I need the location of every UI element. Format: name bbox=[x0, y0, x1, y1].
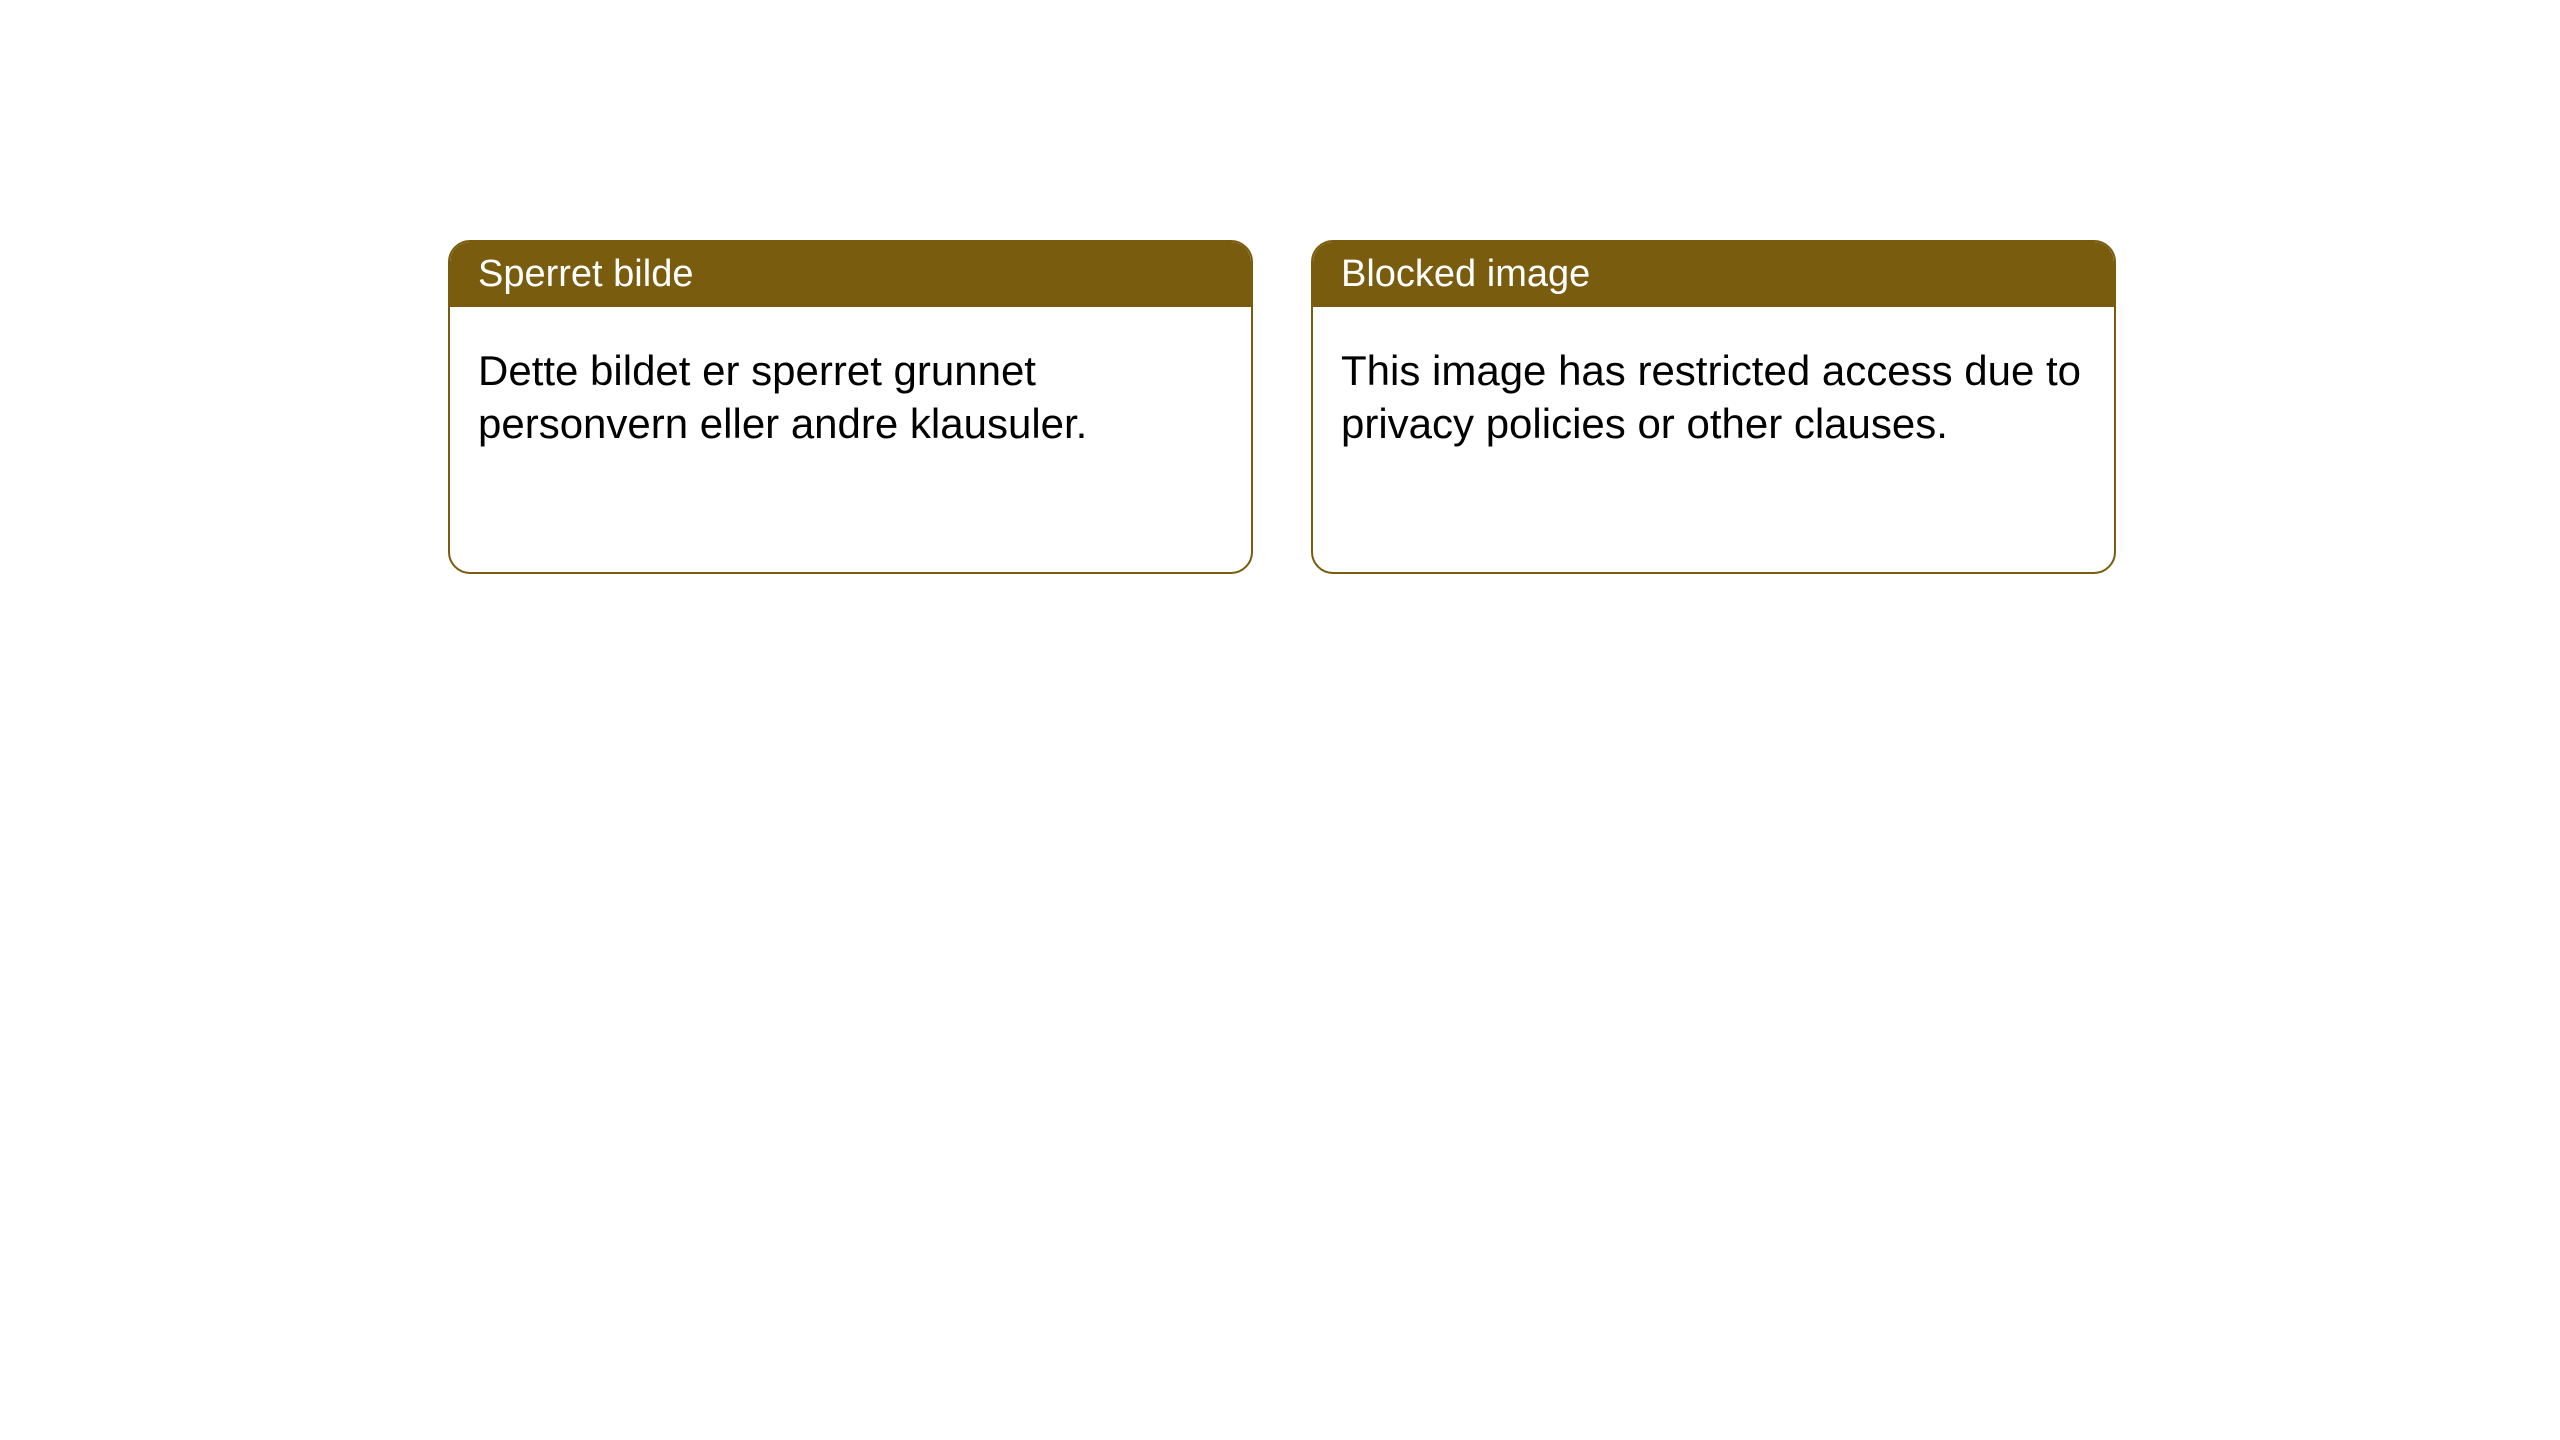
notice-card-english: Blocked image This image has restricted … bbox=[1311, 240, 2116, 574]
notice-body-text: Dette bildet er sperret grunnet personve… bbox=[450, 307, 1251, 488]
notice-header: Sperret bilde bbox=[450, 242, 1251, 307]
notice-header: Blocked image bbox=[1313, 242, 2114, 307]
notice-card-norwegian: Sperret bilde Dette bildet er sperret gr… bbox=[448, 240, 1253, 574]
notice-cards-container: Sperret bilde Dette bildet er sperret gr… bbox=[448, 240, 2116, 574]
notice-body-text: This image has restricted access due to … bbox=[1313, 307, 2114, 488]
